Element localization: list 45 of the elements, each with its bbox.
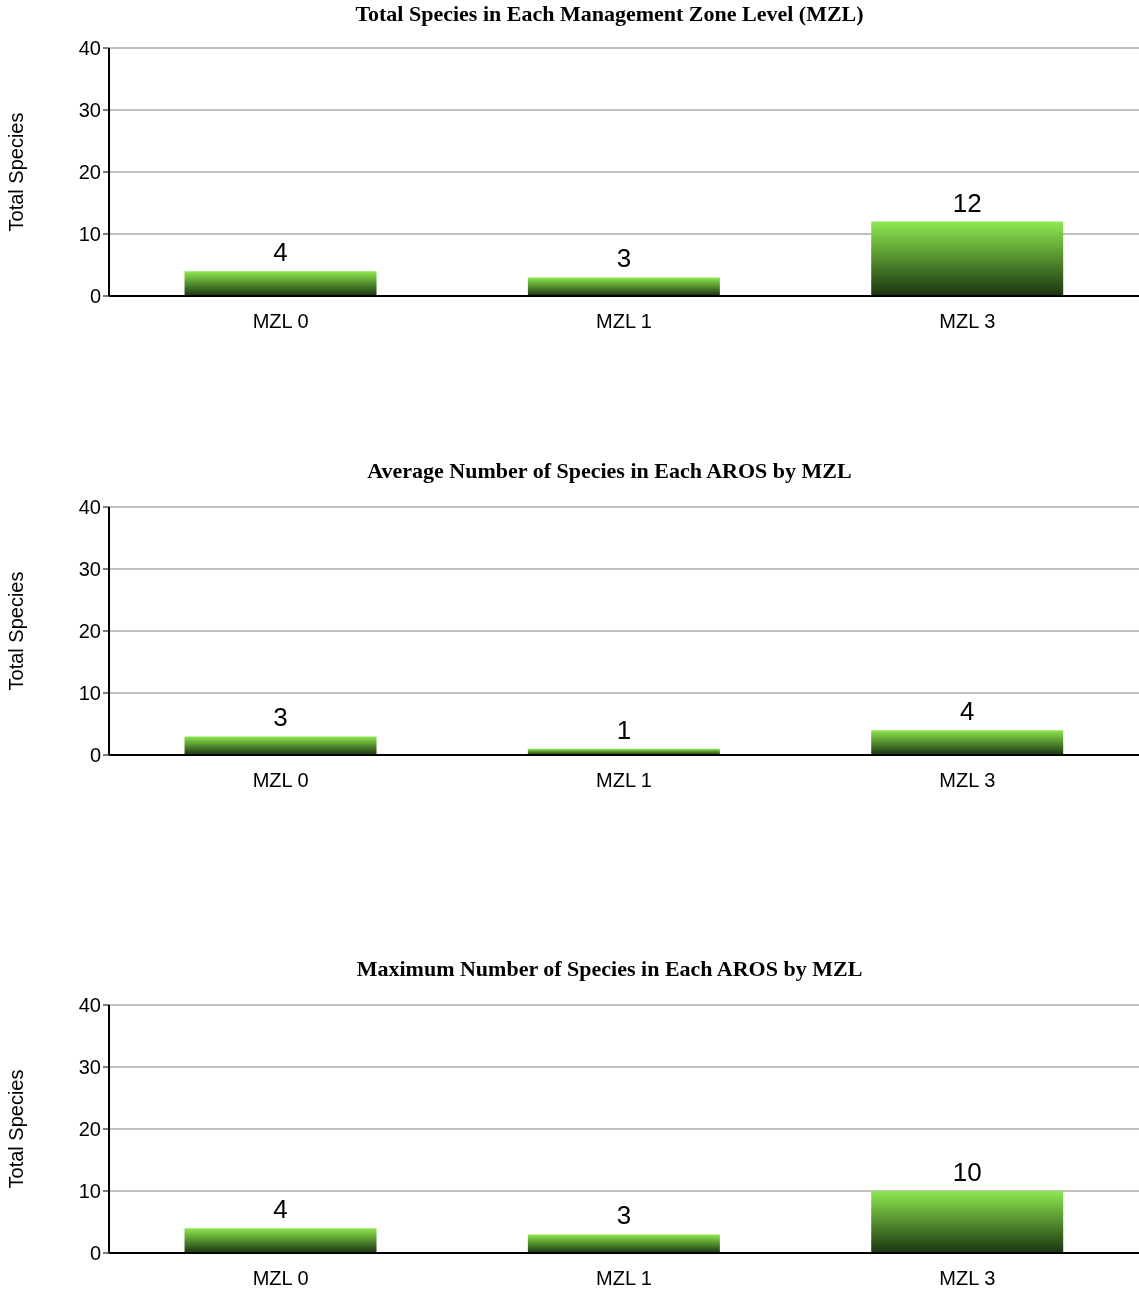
bar [184,1228,377,1253]
x-tick-label: MZL 0 [252,1267,309,1290]
y-tick-label: 0 [89,1242,101,1265]
x-tick-label: MZL 0 [252,310,309,333]
y-tick-label: 10 [78,1180,101,1203]
x-tick-label: MZL 1 [596,310,652,333]
x-tick-label: MZL 3 [939,769,996,792]
y-axis-title: Total Species [5,571,28,691]
y-tick-label: 40 [78,37,101,60]
bar [184,271,377,296]
y-axis-title: Total Species [5,112,28,232]
y-tick-label: 10 [78,223,101,246]
chart-title: Maximum Number of Species in Each AROS by MZL [355,955,864,983]
y-tick-label: 0 [89,744,101,767]
y-tick-label: 20 [78,1118,101,1141]
x-tick-label: MZL 3 [939,1267,996,1290]
bar [527,1234,720,1253]
y-tick-label: 40 [78,994,101,1017]
bar [527,277,720,296]
y-tick-label: 10 [78,682,101,705]
x-tick-label: MZL 1 [596,1267,652,1290]
data-label: 4 [959,696,975,727]
y-tick-label: 30 [78,1056,101,1079]
data-label: 3 [616,243,632,274]
y-tick-label: 30 [78,558,101,581]
x-tick-label: MZL 3 [939,310,996,333]
data-label: 3 [616,1200,632,1231]
data-label: 4 [273,1194,288,1225]
chart-title: Total Species in Each Management Zone Level (MZL) [354,0,865,28]
bar [871,221,1064,296]
y-tick-label: 20 [78,620,101,643]
y-tick-label: 40 [78,496,101,519]
y-tick-label: 30 [78,99,101,122]
x-tick-label: MZL 1 [596,769,652,792]
data-label: 3 [273,702,288,733]
data-label: 1 [616,714,632,745]
data-label: 10 [952,1157,982,1187]
chart-title: Average Number of Species in Each AROS by MZL [366,457,853,485]
x-tick-label: MZL 0 [252,769,309,792]
y-tick-label: 20 [78,161,101,184]
data-label: 12 [952,187,982,218]
bar [871,1191,1064,1253]
y-tick-label: 0 [89,285,101,308]
data-label: 4 [273,237,288,268]
y-axis-title: Total Species [5,1069,28,1189]
